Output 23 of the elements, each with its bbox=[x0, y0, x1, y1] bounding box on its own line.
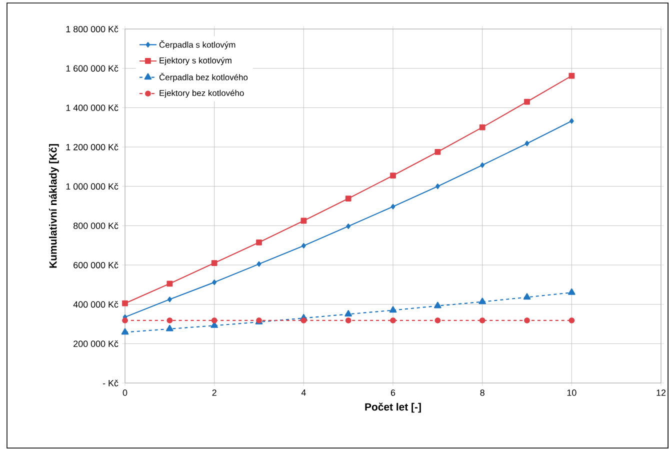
legend-label: Ejektory bez kotlového bbox=[160, 90, 244, 98]
legend-label: Čerpadla s kotlovým bbox=[159, 40, 236, 50]
x-tick-label: 0 bbox=[122, 390, 128, 396]
y-tick-label: 600 000 Kč bbox=[74, 262, 118, 268]
x-tick-label: 8 bbox=[480, 390, 484, 396]
x-axis-title: Počet let [-] bbox=[365, 402, 421, 413]
x-tick-label: 2 bbox=[212, 390, 216, 396]
y-tick-label: - Kč bbox=[102, 380, 118, 386]
y-tick-label: 1 400 000 Kč bbox=[66, 104, 118, 111]
y-axis-title: Kumulativní náklady [Kč] bbox=[48, 144, 59, 268]
x-tick-label: 6 bbox=[390, 390, 396, 396]
y-tick-label: 1 000 000 Kč bbox=[66, 183, 118, 190]
y-tick-label: 1 200 000 Kč bbox=[66, 144, 118, 150]
y-tick-label: 1 800 000 Kč bbox=[66, 26, 118, 32]
legend-label: Ejektory s kotlovým bbox=[160, 57, 232, 66]
y-tick-label: 1 600 000 Kč bbox=[66, 65, 118, 72]
legend-label: Čerpadla bez kotlového bbox=[159, 72, 248, 82]
y-tick-label: 200 000 Kč bbox=[74, 340, 118, 347]
x-tick-label: 4 bbox=[301, 390, 306, 396]
x-tick-label: 12 bbox=[656, 390, 666, 396]
x-tick-label: 10 bbox=[567, 390, 576, 396]
y-tick-label: 400 000 Kč bbox=[73, 301, 118, 308]
y-tick-label: 800 000 Kč bbox=[74, 222, 118, 229]
